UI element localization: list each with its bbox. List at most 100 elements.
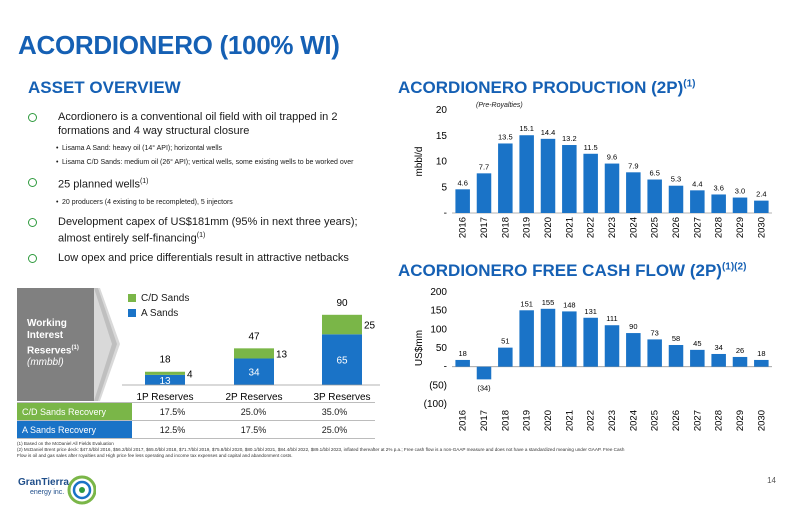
data-label: 18 bbox=[458, 349, 466, 358]
bar bbox=[562, 145, 577, 213]
row-label: C/D Sands Recovery bbox=[17, 402, 132, 421]
bar bbox=[647, 179, 662, 213]
bar bbox=[498, 347, 513, 367]
data-label: 18 bbox=[757, 349, 765, 358]
data-label: 151 bbox=[520, 299, 533, 308]
table-cell: 25.0% bbox=[213, 402, 294, 421]
sub-bullet-1b: Lisama C/D Sands: medium oil (26° API); … bbox=[28, 158, 373, 167]
production-note: (Pre-Royalties) bbox=[476, 102, 523, 109]
x-tick-label: 2029 bbox=[735, 217, 746, 238]
data-label: 155 bbox=[542, 298, 555, 307]
row-label: A Sands Recovery bbox=[17, 420, 132, 439]
y-tick-label: 10 bbox=[436, 157, 448, 168]
production-chart-heading: ACORDIONERO PRODUCTION (2P)(1) bbox=[398, 78, 696, 97]
bar bbox=[690, 190, 705, 213]
bar bbox=[604, 325, 620, 367]
bar bbox=[711, 353, 726, 367]
bar bbox=[519, 135, 534, 213]
table-row: C/D Sands Recovery 17.5% 25.0% 35.0% bbox=[17, 402, 375, 421]
data-label: 6.5 bbox=[649, 169, 659, 178]
bar bbox=[668, 185, 684, 213]
x-tick-label: 2020 bbox=[543, 410, 554, 431]
x-tick-label: 2027 bbox=[692, 410, 703, 431]
grantierra-logo bbox=[67, 475, 96, 505]
table-row: A Sands Recovery 12.5% 17.5% 25.0% bbox=[17, 420, 375, 439]
wr-line2: Interest bbox=[27, 330, 64, 341]
wr-unit: (mmbbl) bbox=[27, 357, 64, 369]
data-label: 3.6 bbox=[713, 183, 723, 192]
x-tick-label: 2021 bbox=[564, 217, 575, 238]
data-label: 2.4 bbox=[756, 190, 766, 199]
bar bbox=[711, 194, 726, 213]
x-tick-label: 2024 bbox=[628, 217, 639, 238]
x-tick-label: 2027 bbox=[692, 217, 703, 238]
footnote-2: (2) McDaniel Brent price deck: $47.5/bbl… bbox=[17, 447, 625, 458]
x-tick-label: 2017 bbox=[479, 217, 490, 238]
data-label: 11.5 bbox=[584, 143, 598, 152]
x-tick-label: 2026 bbox=[671, 410, 682, 431]
data-label: 3.0 bbox=[735, 187, 745, 196]
cd-sands-label: 13 bbox=[276, 349, 288, 360]
x-tick-label: 2020 bbox=[543, 217, 554, 238]
x-tick-label: 2028 bbox=[714, 217, 725, 238]
bar bbox=[540, 308, 556, 367]
data-label: 15.1 bbox=[519, 124, 534, 133]
chevron-arrow-icon bbox=[94, 288, 120, 401]
y-tick-label: 20 bbox=[436, 105, 448, 116]
a-sands-label: 65 bbox=[336, 356, 348, 367]
bar bbox=[455, 189, 470, 213]
bar-a-sands bbox=[145, 374, 185, 385]
total-label: 18 bbox=[159, 355, 171, 366]
bullet-4: Low opex and price differentials result … bbox=[28, 251, 373, 265]
data-label: 7.9 bbox=[628, 161, 638, 170]
fcf-chart-heading: ACORDIONERO FREE CASH FLOW (2P)(1)(2) bbox=[398, 261, 747, 280]
asset-overview-heading: ASSET OVERVIEW bbox=[28, 78, 181, 97]
y-tick-label: - bbox=[444, 362, 447, 373]
data-label: 13.2 bbox=[562, 134, 577, 143]
bar bbox=[690, 349, 705, 367]
x-tick-label: 2030 bbox=[756, 410, 767, 431]
table-cell: 25.0% bbox=[294, 420, 375, 439]
y-tick-label: (50) bbox=[429, 380, 447, 391]
bar-a-sands bbox=[322, 334, 362, 385]
bar bbox=[583, 153, 598, 213]
x-tick-label: 2026 bbox=[671, 217, 682, 238]
x-tick-label: 2016 bbox=[458, 217, 469, 238]
sub-bullet-1a: Lisama A Sand: heavy oil (14° API); hori… bbox=[28, 144, 373, 153]
data-label: 9.6 bbox=[607, 153, 617, 162]
data-label: 51 bbox=[501, 337, 509, 346]
data-label: 4.4 bbox=[692, 179, 702, 188]
cd-sands-label: 4 bbox=[187, 369, 193, 380]
data-label: 90 bbox=[629, 322, 637, 331]
x-tick-label: 2029 bbox=[735, 410, 746, 431]
bar-cd-sands bbox=[234, 348, 274, 359]
bullet-1: Acordionero is a conventional oil field … bbox=[28, 110, 373, 138]
page-title: ACORDIONERO (100% WI) bbox=[18, 30, 340, 60]
data-label: 4.6 bbox=[457, 178, 467, 187]
bar bbox=[754, 200, 769, 213]
x-tick-label: 2025 bbox=[650, 217, 661, 238]
x-tick-label: 2017 bbox=[479, 410, 490, 431]
y-tick-label: 50 bbox=[436, 343, 448, 354]
data-label: 13.5 bbox=[498, 132, 513, 141]
wr-line3: Reserves(1) bbox=[27, 345, 79, 357]
bullet-3: Development capex of US$181mm (95% in ne… bbox=[28, 215, 373, 246]
bar-cd-sands bbox=[145, 371, 185, 375]
wr-line1: Working bbox=[27, 318, 67, 329]
overview-bullets: Acordionero is a conventional oil field … bbox=[28, 110, 373, 271]
data-label: 7.7 bbox=[479, 162, 489, 171]
data-label: 45 bbox=[693, 339, 701, 348]
x-tick-label: 2018 bbox=[500, 217, 511, 238]
bar bbox=[519, 310, 534, 367]
x-tick-label: 2024 bbox=[628, 410, 639, 431]
bar bbox=[732, 197, 748, 213]
y-tick-label: 150 bbox=[430, 306, 447, 317]
bar-a-sands bbox=[234, 358, 274, 385]
bar bbox=[626, 333, 641, 367]
y-tick-label: 5 bbox=[441, 182, 447, 193]
bar bbox=[476, 366, 492, 380]
x-tick-label: 2025 bbox=[650, 410, 661, 431]
x-tick-label: 2022 bbox=[586, 410, 597, 431]
